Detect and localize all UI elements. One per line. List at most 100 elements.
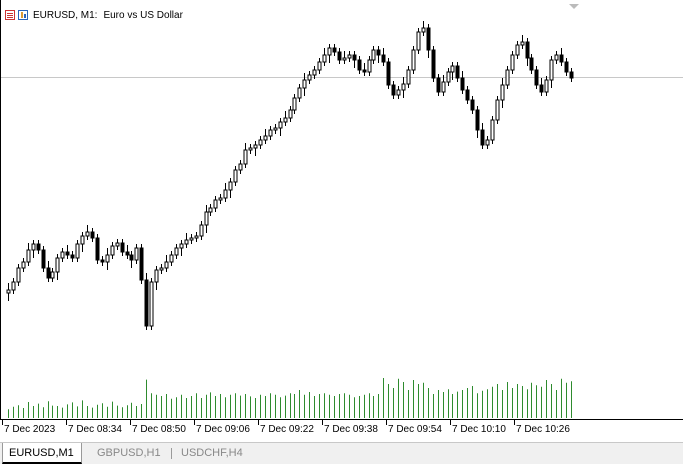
candle [292,94,297,114]
candle [278,118,283,136]
menu-icon[interactable] [5,10,15,20]
candle [332,44,337,56]
chart-shift-marker-icon[interactable] [569,4,579,9]
candle [189,234,194,244]
candle [243,143,248,168]
candle [495,96,500,124]
candle [110,242,115,259]
time-label: 7 Dec 09:38 [324,424,378,435]
candle [357,56,362,74]
candle [554,51,559,64]
candle [416,28,421,54]
candle [36,240,41,254]
candle [376,46,381,63]
candle [406,66,411,88]
candle [450,62,455,80]
candle [184,233,189,248]
candle [164,255,169,272]
candle [322,48,327,66]
candle [411,46,416,74]
candle [510,51,515,74]
candle [327,44,332,63]
candle [120,239,125,256]
candle [70,251,75,262]
candle [297,84,302,102]
candle [391,81,396,99]
candle [312,66,317,79]
candle [273,124,278,134]
candle [179,240,184,256]
time-label: 7 Dec 08:50 [132,424,186,435]
candle [228,178,233,198]
candle [500,78,505,108]
candle [505,66,510,89]
candle [371,46,376,64]
symbol-label: EURUSD, M1: [33,9,98,21]
tab-eurusd-m1[interactable]: EURUSD,M1 [2,443,82,464]
time-label: 7 Dec 09:22 [260,424,314,435]
candle [129,251,134,268]
candle [396,86,401,99]
candle [569,68,574,82]
candle [253,141,258,156]
candle [263,129,268,144]
candle [144,273,149,330]
tab-label: EURUSD,M1 [9,447,74,459]
candle [490,116,495,144]
tab-gbpusd-h1[interactable]: GBPUSD,H1 [91,443,167,463]
candle [534,66,539,89]
time-axis-labels: 7 Dec 2023 7 Dec 08:34 7 Dec 08:50 7 Dec 09… [4,424,570,435]
time-label: 7 Dec 09:06 [196,424,250,435]
tab-usdchf-h4[interactable]: USDCHF,H4 [175,443,249,463]
candle [455,62,460,82]
candle [213,196,218,212]
candle [139,244,144,284]
candle [352,51,357,68]
candle [529,54,534,74]
chart-header: EURUSD, M1: Euro vs US Dollar [5,8,183,22]
candle [470,96,475,114]
symbol-description: Euro vs US Dollar [103,9,183,21]
time-label: 7 Dec 09:54 [388,424,442,435]
candle [194,232,199,242]
candle [283,111,288,126]
candle [65,245,70,259]
candle [475,106,480,138]
candle [436,74,441,96]
candle [431,46,436,82]
candle [549,56,554,88]
candle [485,136,490,149]
candle [248,144,253,154]
candle [426,24,431,58]
candle [268,126,273,140]
candle [386,58,391,89]
candle [115,239,120,250]
candle [41,246,46,272]
candle [208,204,213,216]
candle [218,194,223,204]
candle [60,248,65,262]
candle [80,232,85,252]
candle [55,254,60,280]
candle [125,245,130,259]
candlestick-series [6,21,574,330]
candle [347,51,352,62]
candle [421,21,426,36]
candle [238,160,243,174]
time-label: 7 Dec 10:26 [516,424,570,435]
candle [31,240,36,258]
candle [564,58,569,76]
candle [105,248,110,270]
candle [174,244,179,259]
candle [302,73,307,96]
candle [21,258,26,272]
candle [480,123,485,149]
candle [460,71,465,94]
candle [520,35,525,49]
candle [46,261,51,282]
candle [362,63,367,76]
chart-icon[interactable] [18,10,28,20]
candle [401,77,406,98]
